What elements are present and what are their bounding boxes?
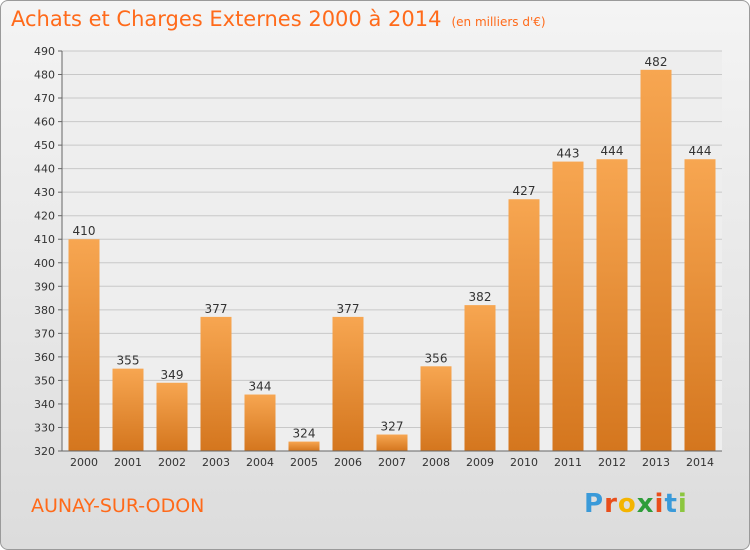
x-tick-label: 2006 bbox=[334, 456, 362, 469]
logo-letter: x bbox=[636, 489, 655, 519]
bar-value-label: 327 bbox=[381, 420, 404, 434]
x-axis: 2000 2001 2002 2003 2004 2005 2006 2007 2008 2009… bbox=[62, 450, 722, 469]
logo-letter: t bbox=[664, 489, 678, 519]
x-tick-label: 2010 bbox=[510, 456, 538, 469]
x-tick-label: 2001 bbox=[114, 456, 142, 469]
bar-2013 bbox=[640, 69, 672, 451]
bar-2001 bbox=[112, 368, 144, 451]
y-tick-label: 340 bbox=[34, 398, 55, 411]
x-tick-label: 2007 bbox=[378, 456, 406, 469]
bar-value-label: 355 bbox=[117, 354, 140, 368]
bar-value-label: 482 bbox=[645, 55, 668, 69]
y-tick-label: 460 bbox=[34, 116, 55, 129]
chart-subtitle: (en milliers d'€) bbox=[451, 15, 546, 29]
y-tick-label: 440 bbox=[34, 163, 55, 176]
chart-title-text: Achats et Charges Externes 2000 à 2014 bbox=[11, 7, 442, 31]
bar-2011 bbox=[552, 161, 584, 451]
x-tick-label: 2002 bbox=[158, 456, 186, 469]
y-tick-label: 380 bbox=[34, 304, 55, 317]
y-tick-label: 450 bbox=[34, 139, 55, 152]
logo-letter: P bbox=[584, 489, 605, 519]
bar-2014 bbox=[684, 159, 716, 451]
x-tick-label: 2008 bbox=[422, 456, 450, 469]
y-axis: 320 330 340 350 360 370 380 390 400 410 420 430 440 4… bbox=[34, 45, 63, 458]
x-tick-label: 2003 bbox=[202, 456, 230, 469]
y-tick-label: 410 bbox=[34, 233, 55, 246]
x-tick-label: 2005 bbox=[290, 456, 318, 469]
bar-value-label: 444 bbox=[601, 144, 624, 158]
bar-value-label: 324 bbox=[293, 427, 316, 441]
bar-2003 bbox=[200, 316, 232, 451]
y-tick-label: 360 bbox=[34, 351, 55, 364]
y-tick-label: 350 bbox=[34, 374, 55, 387]
x-tick-label: 2009 bbox=[466, 456, 494, 469]
logo-letter: r bbox=[604, 489, 618, 519]
bar-2008 bbox=[420, 366, 452, 451]
bar-2006 bbox=[332, 316, 364, 451]
y-tick-label: 490 bbox=[34, 45, 55, 58]
y-tick-label: 470 bbox=[34, 92, 55, 105]
x-tick-label: 2012 bbox=[598, 456, 626, 469]
bars: 410 355 349 377 344 324 377 327 356 382 427 443 444 4… bbox=[68, 55, 716, 451]
bar-value-label: 427 bbox=[513, 184, 536, 198]
bar-2012 bbox=[596, 159, 628, 451]
x-tick-label: 2014 bbox=[686, 456, 714, 469]
y-tick-label: 480 bbox=[34, 69, 55, 82]
bar-2007 bbox=[376, 434, 408, 451]
x-tick-label: 2013 bbox=[642, 456, 670, 469]
x-tick-label: 2004 bbox=[246, 456, 274, 469]
bar-2010 bbox=[508, 199, 540, 451]
bar-2002 bbox=[156, 382, 188, 451]
y-tick-label: 370 bbox=[34, 327, 55, 340]
bar-value-label: 444 bbox=[689, 144, 712, 158]
bar-2005 bbox=[288, 441, 320, 451]
bar-value-label: 344 bbox=[249, 380, 272, 394]
bar-value-label: 349 bbox=[161, 368, 184, 382]
bar-2000 bbox=[68, 239, 100, 451]
bar-value-label: 377 bbox=[205, 302, 228, 316]
bar-value-label: 356 bbox=[425, 351, 448, 365]
bar-value-label: 377 bbox=[337, 302, 360, 316]
bar-value-label: 443 bbox=[557, 147, 580, 161]
y-tick-label: 420 bbox=[34, 210, 55, 223]
y-tick-label: 400 bbox=[34, 257, 55, 270]
bar-value-label: 410 bbox=[73, 224, 96, 238]
bar-2004 bbox=[244, 394, 276, 451]
y-tick-label: 330 bbox=[34, 421, 55, 434]
proxiti-logo: Proxiti bbox=[584, 489, 688, 519]
x-tick-label: 2011 bbox=[554, 456, 582, 469]
x-tick-label: 2000 bbox=[70, 456, 98, 469]
commune-name: AUNAY-SUR-ODON bbox=[31, 495, 205, 517]
y-tick-label: 430 bbox=[34, 186, 55, 199]
logo-letter: o bbox=[617, 489, 637, 519]
logo-letter: i bbox=[654, 489, 665, 519]
y-tick-label: 320 bbox=[34, 445, 55, 458]
bar-2009 bbox=[464, 305, 496, 451]
logo-letter: i bbox=[677, 489, 688, 519]
y-tick-label: 390 bbox=[34, 280, 55, 293]
chart-title: Achats et Charges Externes 2000 à 2014 (e… bbox=[11, 7, 546, 31]
bar-value-label: 382 bbox=[469, 290, 492, 304]
